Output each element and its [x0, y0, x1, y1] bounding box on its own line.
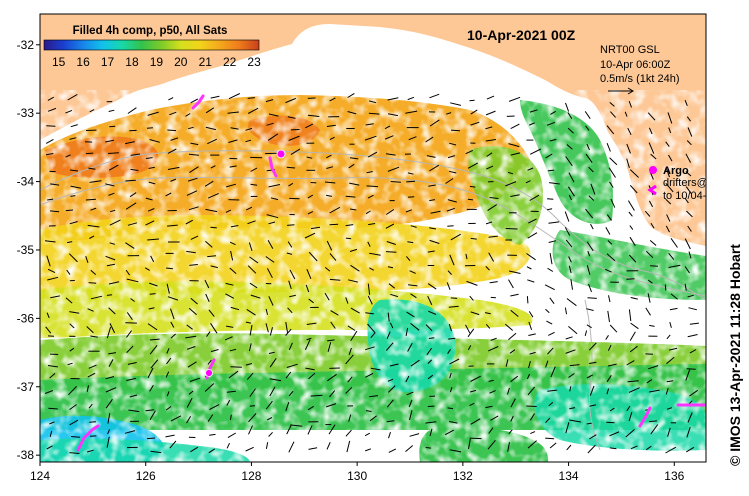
- colorbar-tick-label: 20: [174, 55, 188, 69]
- colorbar-tick-label: 21: [199, 55, 213, 69]
- drifter-tracks: [76, 94, 706, 452]
- y-axis: -32 -33 -34 -35 -36 -37 -38: [17, 38, 40, 462]
- colorbar-tick-label: 17: [101, 55, 115, 69]
- y-tick-label: -34: [17, 175, 35, 189]
- x-tick-label: 124: [30, 469, 50, 483]
- credit-text: © IMOS 13-Apr-2021 11:28 Hobart: [727, 244, 743, 466]
- x-tick-label: 132: [453, 469, 473, 483]
- argo-legend: Argo drifters@12h to 10/04-12Z: [647, 165, 726, 202]
- y-tick-label: -38: [17, 448, 35, 462]
- x-axis: 124 126 128 130 132 134 136: [30, 462, 685, 483]
- argo-label: Argo: [663, 165, 689, 177]
- current-scale: 0.5m/s (1kt 24h): [600, 73, 679, 85]
- drifter-track: [638, 406, 652, 428]
- colorbar-tick-label: 16: [76, 55, 90, 69]
- drifter-legend-icon: [647, 184, 657, 196]
- colorbar-tick-label: 22: [223, 55, 237, 69]
- argo-float-marker: [276, 149, 286, 159]
- drifter-track: [191, 94, 205, 110]
- colorbar-tick-label: 19: [150, 55, 164, 69]
- argo-float-marker: [205, 369, 213, 377]
- bathymetry-contours: [40, 150, 706, 451]
- y-tick-label: -35: [17, 243, 35, 257]
- drifters-label: drifters@12h: [663, 177, 726, 189]
- drifter-track: [268, 156, 278, 178]
- colorbar-tick-label: 18: [125, 55, 139, 69]
- argo-legend-icon: [649, 166, 657, 174]
- colorbar-tick-label: 15: [52, 55, 66, 69]
- colorbar-tick-label: 23: [247, 55, 261, 69]
- map-title: 10-Apr-2021 00Z: [467, 27, 576, 43]
- y-tick-label: -37: [17, 380, 35, 394]
- current-time: 10-Apr 06:00Z: [600, 59, 671, 71]
- colorbar-ticks: 15 16 17 18 19 20 21 22 23: [52, 55, 261, 69]
- scale-arrow-icon: [608, 87, 634, 95]
- current-product: NRT00 GSL: [600, 44, 660, 56]
- colorbar-title: Filled 4h comp, p50, All Sats: [73, 25, 228, 37]
- current-vectors: [44, 92, 699, 454]
- missing-data-mask: [40, 90, 706, 462]
- y-tick-label: -33: [17, 106, 35, 120]
- plot-frame: [39, 13, 707, 463]
- plot-area: 10-Apr-2021 00Z Filled 4h comp, p50, All…: [40, 14, 726, 462]
- x-tick-label: 126: [136, 469, 156, 483]
- x-tick-label: 130: [347, 469, 367, 483]
- colorbar-gradient: [43, 39, 260, 51]
- current-legend: NRT00 GSL 10-Apr 06:00Z 0.5m/s (1kt 24h): [600, 44, 679, 95]
- x-tick-label: 128: [241, 469, 261, 483]
- y-tick-label: -36: [17, 311, 35, 325]
- drifters-to-label: to 10/04-12Z: [663, 190, 726, 202]
- drifter-track: [76, 424, 100, 452]
- argo-floats: [205, 149, 286, 377]
- colorbar: Filled 4h comp, p50, All Sats 15 16 17 18 19…: [43, 25, 261, 69]
- x-tick-label: 134: [559, 469, 579, 483]
- x-tick-label: 136: [664, 469, 684, 483]
- y-tick-label: -32: [17, 38, 35, 52]
